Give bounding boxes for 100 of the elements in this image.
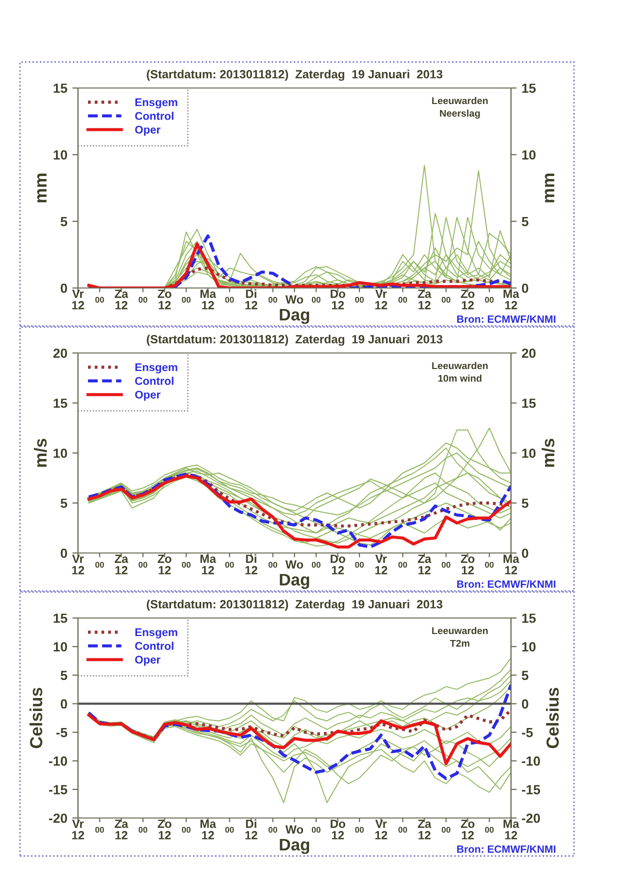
legend-label: Ensgem <box>135 98 178 108</box>
y2-tick-label: 0 <box>522 699 528 709</box>
annotation: Leeuwarden Neerslag <box>432 97 488 119</box>
x-tick-label: 00 <box>182 562 191 568</box>
x-tick-label: Vr 12 <box>72 820 84 840</box>
annotation: Leeuwarden 10m wind <box>432 362 488 382</box>
y-tick-label: -5 <box>56 728 68 738</box>
x-tick-label: Ma 12 <box>504 820 520 840</box>
y2-tick-label: 10 <box>522 642 536 652</box>
x-tick-label: 00 <box>398 562 408 568</box>
x-tick-label: Di 12 <box>245 554 258 574</box>
x-tick-label: Do 12 <box>330 820 346 840</box>
x-tick-label: Ma 12 <box>200 554 216 574</box>
x-tick-label: 00 <box>398 296 408 303</box>
x-tick-label: Za 12 <box>114 554 128 574</box>
y2-tick-label: 10 <box>522 448 536 458</box>
x-tick-label: 00 <box>268 826 278 833</box>
y2-axis-title: m/s <box>542 438 555 467</box>
y-axis-title: mm <box>37 174 47 202</box>
text: Bron: ECMWF/KNMI <box>457 315 556 323</box>
x-tick-label: Ma 12 <box>504 290 520 310</box>
y2-tick-label: 0 <box>522 548 528 558</box>
x-tick-label: 00 <box>485 296 494 303</box>
x-tick-label: Za 12 <box>418 290 432 310</box>
x-tick-label: Zo 12 <box>460 554 474 574</box>
y-tick-label: 0 <box>60 548 68 558</box>
x-tick-label: 00 <box>182 296 191 303</box>
y2-tick-label: 15 <box>522 614 536 623</box>
y-axis-title: Celsius <box>30 688 42 748</box>
x-tick-label: 00 <box>95 562 104 568</box>
legend-label: Ensgem <box>135 628 178 638</box>
y2-tick-label: 20 <box>522 348 536 358</box>
y2-tick-label: 5 <box>522 498 528 508</box>
y-tick-label: 5 <box>60 217 68 226</box>
x-tick-label: Vr 12 <box>375 820 388 840</box>
y-tick-label: 15 <box>54 614 68 623</box>
x-tick-label: Ma 12 <box>200 290 216 310</box>
x-tick-label: 00 <box>355 296 364 303</box>
y2-tick-label: 5 <box>522 670 528 680</box>
x-tick-label: Wo <box>285 295 304 304</box>
x-tick-label: Za 12 <box>114 290 128 310</box>
x-tick-label: 00 <box>95 296 104 303</box>
y-tick-label: 10 <box>54 150 68 160</box>
x-tick-label: 00 <box>442 562 450 568</box>
x-tick-label: Di 12 <box>245 819 258 840</box>
x-tick-label: 00 <box>312 296 320 303</box>
x-tick-label: 00 <box>398 826 408 833</box>
x-axis-title: Dag <box>280 574 310 589</box>
x-tick-label: 00 <box>442 826 450 833</box>
y2-tick-label: 15 <box>522 398 536 408</box>
x-tick-label: 00 <box>268 562 278 568</box>
legend-label: Control <box>135 112 174 120</box>
x-tick-label: 00 <box>355 826 364 833</box>
y-axis-title: m/s <box>34 438 47 467</box>
x-tick-label: 00 <box>138 296 148 303</box>
x-tick-label: Vr 12 <box>375 290 388 310</box>
x-tick-label: Di 12 <box>245 289 258 310</box>
x-tick-label: Zo 12 <box>158 290 172 310</box>
x-tick-label: 00 <box>138 562 148 568</box>
y2-axis-title: Celsius <box>546 688 559 748</box>
x-tick-label: 00 <box>312 826 320 833</box>
y2-tick-label: -10 <box>522 756 540 766</box>
x-tick-label: 00 <box>138 826 148 833</box>
y-tick-label: 5 <box>60 498 68 508</box>
x-tick-label: Vr 12 <box>72 554 84 574</box>
x-tick-label: Za 12 <box>418 554 432 574</box>
legend-label: Oper <box>135 126 160 136</box>
x-tick-label: Vr 12 <box>72 290 84 310</box>
x-tick-label: Vr 12 <box>375 554 388 574</box>
x-tick-label: Zo 12 <box>460 290 474 310</box>
y-tick-label: 10 <box>54 448 68 458</box>
x-axis-title: Dag <box>280 838 310 854</box>
x-tick-label: 00 <box>225 826 234 833</box>
y-tick-label: 0 <box>60 699 68 709</box>
y-tick-label: -20 <box>49 814 68 823</box>
chart-title: (Startdatum: 2013011812) Zaterdag 19 Januari 2013 <box>146 70 442 81</box>
x-tick-label: 00 <box>485 826 494 833</box>
x-tick-label: 00 <box>485 562 494 568</box>
x-tick-label: Zo 12 <box>158 554 172 574</box>
y-tick-label: -15 <box>49 785 68 794</box>
x-tick-label: Ma 12 <box>200 820 216 840</box>
y-tick-label: 10 <box>54 642 68 652</box>
x-tick-label: Wo <box>285 825 304 834</box>
y2-tick-label: 10 <box>522 150 536 160</box>
legend-label: Control <box>135 642 174 650</box>
annotation: Leeuwarden T2m <box>432 627 488 647</box>
y-tick-label: 0 <box>60 284 68 293</box>
x-tick-label: Ma 12 <box>504 554 520 574</box>
x-tick-label: 00 <box>442 296 450 303</box>
x-tick-label: Zo 12 <box>158 820 172 840</box>
chart-title: (Startdatum: 2013011812) Zaterdag 19 Januari 2013 <box>146 334 442 346</box>
x-tick-label: Za 12 <box>418 820 432 840</box>
y-tick-label: 15 <box>54 398 68 408</box>
x-tick-label: 00 <box>268 296 278 303</box>
legend-label: Control <box>135 376 174 385</box>
y2-tick-label: -20 <box>522 814 540 823</box>
legend-label: Oper <box>135 390 160 401</box>
y2-tick-label: 0 <box>522 284 528 293</box>
legend-label: Ensgem <box>135 363 178 374</box>
x-tick-label: Za 12 <box>114 820 128 840</box>
